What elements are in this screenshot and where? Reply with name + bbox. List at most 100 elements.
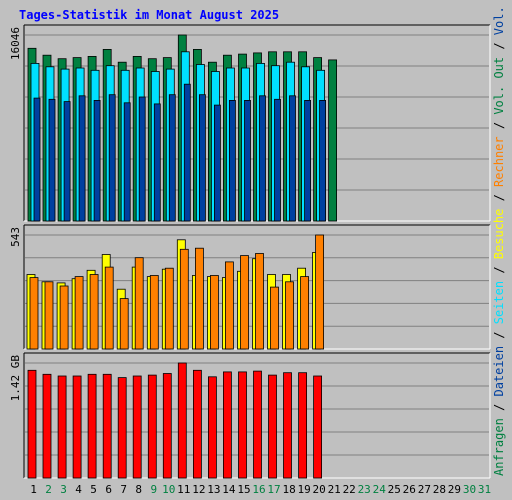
bar-rechner-day-19 bbox=[300, 276, 310, 350]
bar-volumen-day-5 bbox=[87, 373, 97, 479]
bar-rechner-day-10 bbox=[164, 267, 174, 350]
x-tick-label: 30 bbox=[463, 483, 476, 496]
x-tick-label: 13 bbox=[207, 483, 220, 496]
x-tick-label: 27 bbox=[418, 483, 431, 496]
bar-dateien-day-10 bbox=[168, 94, 176, 222]
bar-volumen-day-2 bbox=[42, 373, 52, 479]
bar-dateien-day-19 bbox=[304, 100, 312, 222]
right-legend: Anfragen / Dateien / Seiten / Besuche / … bbox=[492, 0, 506, 476]
bar-dateien-day-4 bbox=[78, 95, 86, 222]
bar-volumen-day-16 bbox=[253, 370, 262, 479]
bar-dateien-day-9 bbox=[153, 103, 161, 222]
bar-dateien-day-20 bbox=[319, 100, 327, 222]
x-tick-label: 5 bbox=[90, 483, 97, 496]
bar-rechner-day-8 bbox=[134, 257, 144, 350]
bar-rechner-day-15 bbox=[240, 255, 249, 350]
bar-volumen-day-13 bbox=[207, 376, 217, 479]
legend-entry: / bbox=[492, 259, 506, 281]
x-tick-label: 6 bbox=[105, 483, 112, 496]
bar-rechner-day-1 bbox=[29, 277, 39, 350]
bar-volumen-day-10 bbox=[162, 373, 172, 479]
x-tick-label: 26 bbox=[403, 483, 416, 496]
x-tick-label: 4 bbox=[75, 483, 82, 496]
legend-entry: Rechner bbox=[492, 136, 506, 187]
chart-title: Tages-Statistik im Monat August 2025 bbox=[19, 8, 279, 22]
x-tick-label: 28 bbox=[433, 483, 446, 496]
bar-volumen-day-14 bbox=[222, 371, 232, 479]
bar-rechner-day-17 bbox=[270, 286, 279, 350]
legend-entry: Besuche bbox=[492, 209, 506, 260]
x-tick-label: 3 bbox=[60, 483, 67, 496]
x-tick-label: 18 bbox=[282, 483, 295, 496]
panel-visits: 543 bbox=[9, 224, 491, 350]
y-max-label: 16046 bbox=[9, 27, 22, 60]
bar-dateien-day-18 bbox=[289, 95, 296, 222]
x-tick-label: 24 bbox=[373, 483, 387, 496]
x-tick-label: 25 bbox=[388, 483, 401, 496]
bar-rechner-day-13 bbox=[209, 275, 219, 350]
bar-anfragen-day-21 bbox=[328, 59, 338, 222]
legend-entry: / bbox=[492, 397, 506, 419]
panel-requests: 16046 bbox=[9, 24, 491, 222]
bar-dateien-day-8 bbox=[138, 96, 146, 222]
legend-entry: Anfragen bbox=[492, 418, 506, 476]
bar-dateien-day-16 bbox=[259, 95, 266, 222]
bar-rechner-day-3 bbox=[59, 285, 69, 350]
bar-dateien-day-1 bbox=[33, 97, 41, 222]
x-tick-label: 14 bbox=[222, 483, 236, 496]
bar-rechner-day-11 bbox=[179, 248, 189, 350]
bar-volumen-day-1 bbox=[27, 369, 37, 479]
bar-volumen-day-9 bbox=[147, 374, 157, 479]
x-tick-label: 23 bbox=[358, 483, 371, 496]
bar-rechner-day-12 bbox=[194, 247, 204, 350]
x-tick-label: 20 bbox=[312, 483, 325, 496]
x-tick-label: 1 bbox=[30, 483, 37, 496]
x-tick-label: 7 bbox=[120, 483, 127, 496]
x-tick-label: 11 bbox=[177, 483, 190, 496]
bar-rechner-day-7 bbox=[119, 298, 129, 350]
bar-volumen-day-3 bbox=[57, 375, 67, 479]
y-max-label: 1.42 GB bbox=[9, 355, 22, 402]
bar-dateien-day-15 bbox=[244, 100, 251, 222]
x-tick-label: 10 bbox=[162, 483, 175, 496]
bar-dateien-day-5 bbox=[93, 100, 101, 222]
x-tick-label: 31 bbox=[478, 483, 491, 496]
bar-volumen-day-4 bbox=[72, 375, 82, 479]
bar-volumen-day-17 bbox=[268, 374, 277, 479]
bar-dateien-day-2 bbox=[48, 98, 56, 222]
bar-volumen-day-20 bbox=[313, 375, 323, 479]
bar-dateien-day-12 bbox=[198, 94, 206, 222]
bar-volumen-day-18 bbox=[283, 372, 292, 479]
bar-dateien-day-14 bbox=[228, 100, 236, 222]
legend-entry: / bbox=[492, 187, 506, 209]
x-tick-label: 22 bbox=[343, 483, 356, 496]
bar-rechner-day-14 bbox=[224, 261, 234, 350]
bar-rechner-day-16 bbox=[255, 253, 264, 350]
bar-dateien-day-11 bbox=[183, 83, 191, 222]
legend-entry: Dateien bbox=[492, 346, 506, 397]
bar-volumen-day-12 bbox=[192, 369, 202, 479]
bar-dateien-day-13 bbox=[213, 104, 221, 222]
bar-rechner-day-4 bbox=[74, 276, 84, 350]
bar-volumen-day-7 bbox=[117, 377, 127, 479]
bar-rechner-day-2 bbox=[44, 281, 54, 350]
bar-volumen-day-6 bbox=[102, 373, 112, 479]
legend-entry: / bbox=[492, 35, 506, 57]
x-tick-label: 21 bbox=[328, 483, 341, 496]
x-tick-label: 19 bbox=[297, 483, 310, 496]
y-max-label: 543 bbox=[9, 227, 22, 247]
legend-entry: / bbox=[492, 115, 506, 137]
x-tick-label: 16 bbox=[252, 483, 265, 496]
legend-entry: / bbox=[492, 324, 506, 346]
x-tick-label: 17 bbox=[267, 483, 280, 496]
x-tick-label: 15 bbox=[237, 483, 250, 496]
x-tick-label: 8 bbox=[135, 483, 142, 496]
bar-rechner-day-18 bbox=[285, 281, 294, 350]
x-tick-label: 2 bbox=[45, 483, 52, 496]
bar-dateien-day-7 bbox=[123, 102, 131, 222]
bar-volumen-day-15 bbox=[238, 371, 247, 479]
bar-volumen-day-11 bbox=[177, 362, 187, 479]
x-tick-label: 29 bbox=[448, 483, 461, 496]
x-tick-label: 12 bbox=[192, 483, 205, 496]
